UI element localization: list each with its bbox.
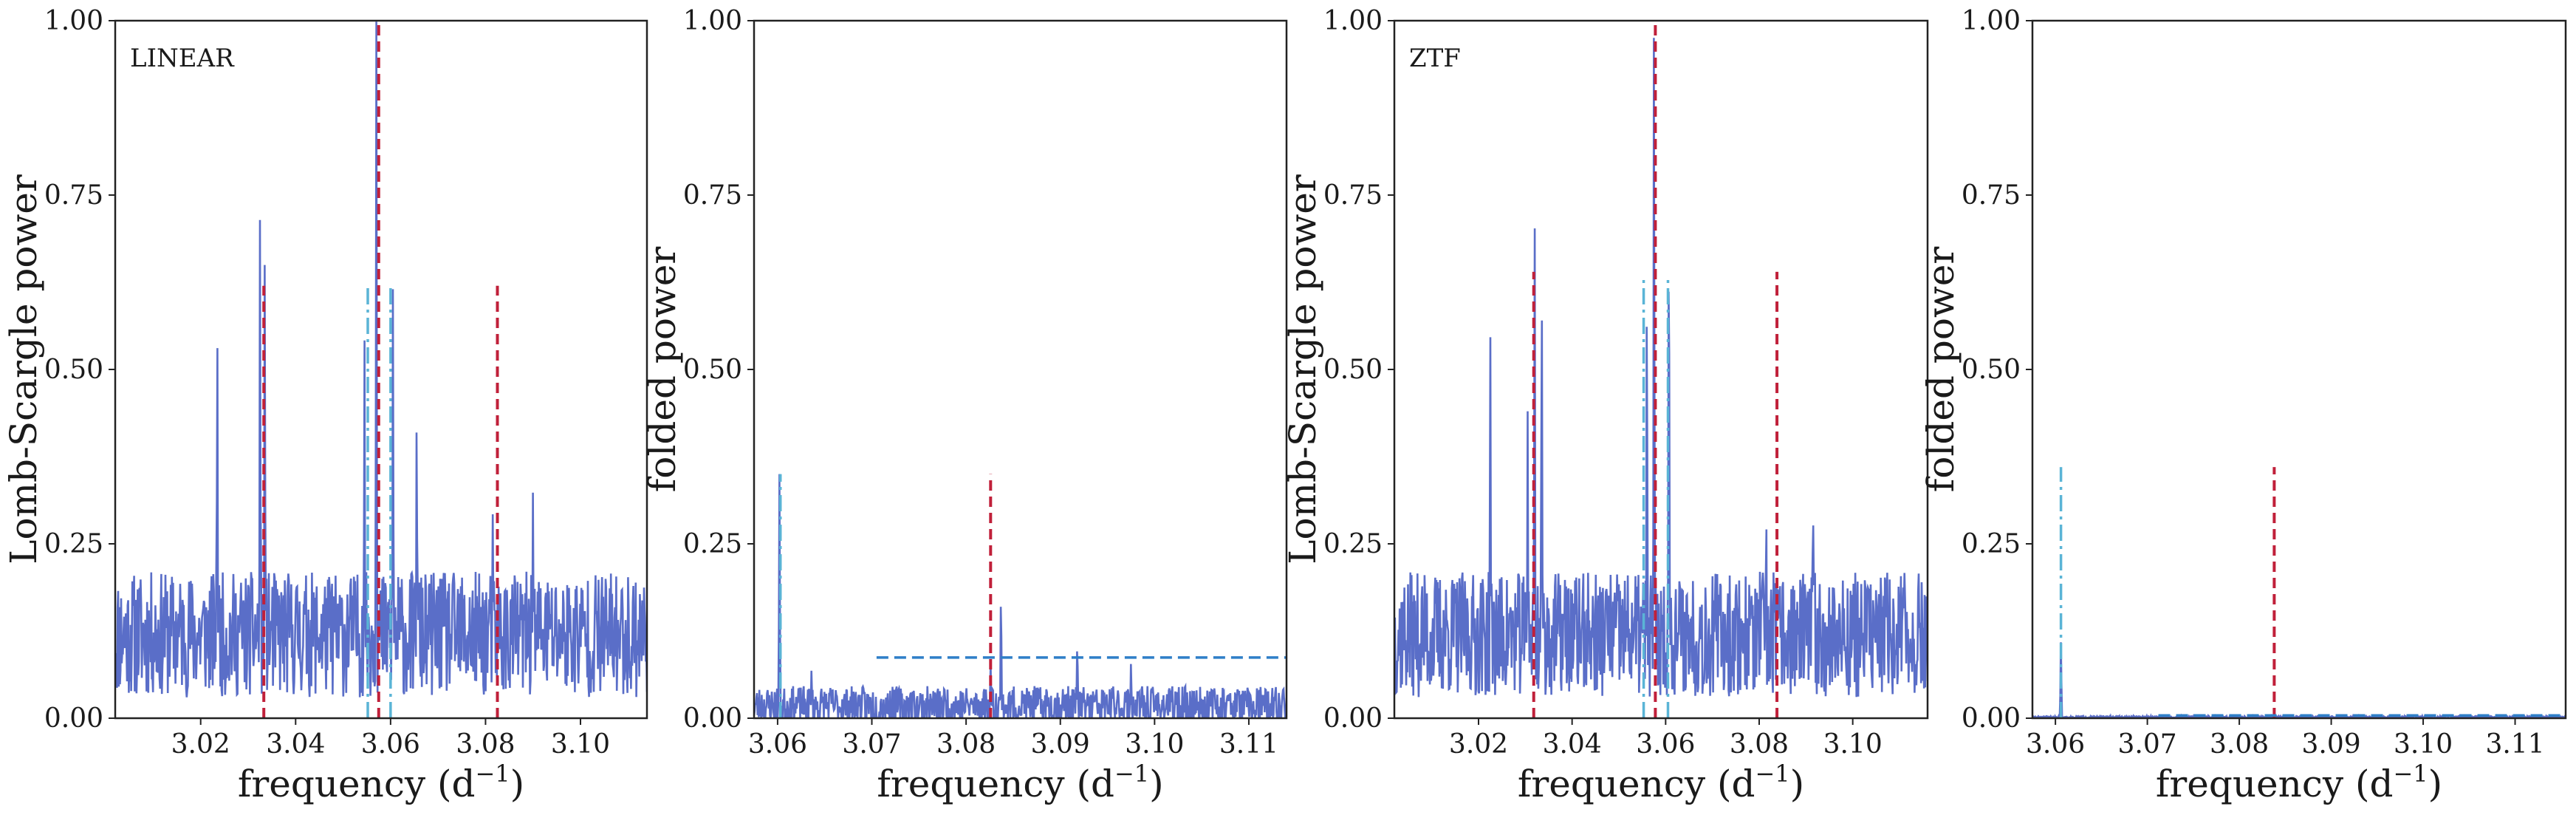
x-tick-label: 3.09	[2301, 729, 2360, 760]
y-axis-label: folded power	[1919, 247, 1962, 493]
x-tick-label: 3.07	[2118, 729, 2177, 760]
x-tick-label: 3.10	[1125, 729, 1184, 760]
axes-frame	[2031, 19, 2567, 720]
y-tick-label: 0.25	[1962, 529, 2021, 559]
x-tick-label: 3.09	[1031, 729, 1090, 760]
y-tick-label: 1.00	[1962, 6, 2021, 36]
x-axis-label: frequency (d−1)	[2156, 760, 2442, 805]
y-axis-label: folded power	[641, 247, 684, 493]
y-tick-label: 0.25	[1323, 529, 1383, 559]
y-tick-label: 0.00	[683, 703, 742, 734]
panel-3: 0.00 0.25 0.50 0.75 1.00 3.02 3.04 3.06 3.08 3.10…	[1281, 6, 1929, 805]
y-tick-label: 1.00	[683, 6, 742, 36]
y-tick-label: 0.00	[1962, 703, 2021, 734]
x-tick-label: 3.06	[1636, 729, 1695, 760]
x-tick-label: 3.02	[1449, 729, 1508, 760]
x-tick-label: 3.10	[1823, 729, 1883, 760]
x-axis-label: frequency (d−1)	[877, 760, 1163, 805]
x-tick-label: 3.08	[456, 729, 515, 760]
x-tick-label: 3.08	[1730, 729, 1789, 760]
x-tick-label: 3.10	[551, 729, 610, 760]
x-tick-label: 3.10	[2394, 729, 2453, 760]
y-tick-label: 0.75	[683, 180, 742, 211]
y-axis-label: Lomb-Scargle power	[2, 174, 45, 565]
spectrum-line	[2032, 642, 2566, 718]
survey-label: LINEAR	[130, 44, 235, 73]
y-tick-label: 0.00	[44, 703, 103, 734]
spectrum-line	[115, 21, 647, 698]
x-axis-label: frequency (d−1)	[238, 760, 524, 805]
x-tick-label: 3.11	[1219, 729, 1278, 760]
axes-frame	[753, 19, 1288, 720]
panel-1: 0.00 0.25 0.50 0.75 1.00 3.02 3.04 3.06 3.08 3.10…	[2, 6, 648, 805]
y-tick-label: 1.00	[1323, 6, 1383, 36]
spectrum-line	[754, 474, 1287, 718]
y-tick-label: 0.50	[1962, 355, 2021, 385]
y-tick-label: 0.25	[44, 529, 103, 559]
x-axis-label: frequency (d−1)	[1518, 760, 1804, 805]
y-tick-label: 0.75	[1962, 180, 2021, 211]
x-tick-label: 3.07	[842, 729, 901, 760]
y-tick-label: 0.50	[44, 355, 103, 385]
x-tick-label: 3.11	[2485, 729, 2544, 760]
y-tick-label: 0.50	[1323, 355, 1383, 385]
x-tick-label: 3.06	[2026, 729, 2085, 760]
x-tick-label: 3.04	[1543, 729, 1602, 760]
y-tick-label: 0.25	[683, 529, 742, 559]
survey-label: ZTF	[1409, 44, 1461, 73]
y-tick-label: 0.00	[1323, 703, 1383, 734]
panel-2: 0.00 0.25 0.50 0.75 1.00 3.06 3.07 3.08 3.09 3.10…	[641, 6, 1288, 805]
x-tick-label: 3.04	[266, 729, 325, 760]
panel-4: 0.00 0.25 0.50 0.75 1.00 3.06 3.07 3.08 3.09 3.10…	[1919, 6, 2567, 805]
x-tick-label: 3.08	[936, 729, 996, 760]
x-tick-label: 3.06	[748, 729, 807, 760]
y-tick-label: 1.00	[44, 6, 103, 36]
y-axis-label: Lomb-Scargle power	[1281, 174, 1324, 565]
x-tick-label: 3.02	[171, 729, 230, 760]
y-tick-label: 0.75	[44, 180, 103, 211]
x-tick-label: 3.08	[2210, 729, 2269, 760]
y-tick-label: 0.50	[683, 355, 742, 385]
y-tick-label: 0.75	[1323, 180, 1383, 211]
x-tick-label: 3.06	[361, 729, 420, 760]
spectrum-line	[1394, 38, 1928, 698]
